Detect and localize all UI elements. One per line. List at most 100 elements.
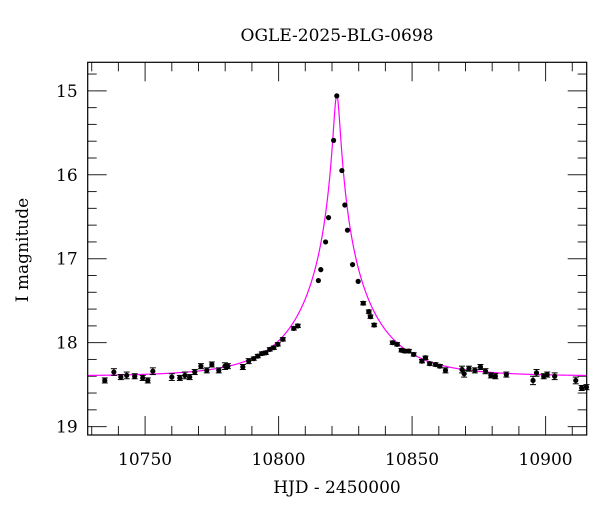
data-point <box>360 300 367 306</box>
data-marker <box>240 364 246 370</box>
data-marker <box>246 358 252 364</box>
data-point <box>245 358 252 365</box>
data-marker <box>322 239 329 245</box>
data-point <box>139 374 146 381</box>
data-point <box>410 351 417 358</box>
data-marker <box>330 137 337 143</box>
x-axis-label: HJD - 2450000 <box>273 478 401 498</box>
data-marker <box>366 309 372 315</box>
data-marker <box>477 364 484 370</box>
data-marker <box>349 261 356 268</box>
data-marker <box>339 167 345 174</box>
model-curve <box>87 94 587 377</box>
data-marker <box>325 214 332 221</box>
data-point <box>330 137 337 143</box>
data-point <box>270 345 277 351</box>
data-point <box>342 202 348 208</box>
data-point <box>149 367 156 376</box>
data-marker <box>334 93 340 99</box>
data-point <box>315 277 321 284</box>
data-point <box>181 371 188 380</box>
data-marker <box>150 368 156 374</box>
data-point <box>477 363 484 371</box>
data-marker <box>192 369 198 375</box>
data-point <box>279 336 286 342</box>
y-tick-label: 17 <box>56 250 78 270</box>
data-marker <box>466 366 472 372</box>
data-marker <box>442 367 449 373</box>
y-tick-label: 18 <box>56 334 78 354</box>
data-point <box>334 93 340 99</box>
data-marker <box>411 351 417 358</box>
plot-frame <box>87 61 588 436</box>
data-marker <box>371 322 377 328</box>
data-point <box>389 340 396 346</box>
y-tick-label: 16 <box>56 166 78 186</box>
data-point <box>176 374 183 381</box>
data-point <box>349 261 356 268</box>
data-marker <box>492 373 498 379</box>
data-marker <box>182 372 188 379</box>
data-marker <box>461 371 467 377</box>
data-point <box>422 355 429 361</box>
data-point <box>239 363 246 371</box>
data-marker <box>124 372 130 379</box>
y-tick-label: 19 <box>56 418 78 438</box>
plot-area <box>87 93 590 392</box>
x-tick-label: 10900 <box>519 450 573 470</box>
data-marker <box>552 373 558 379</box>
data-marker <box>437 363 443 369</box>
data-point <box>487 372 494 379</box>
data-point <box>294 323 301 329</box>
data-marker <box>503 371 509 378</box>
data-point <box>344 227 351 233</box>
x-tick-label: 10800 <box>252 450 306 470</box>
data-marker <box>267 346 273 352</box>
chart-title: OGLE-2025-BLG-0698 <box>241 26 434 46</box>
data-marker <box>530 377 536 384</box>
data-point <box>367 314 374 320</box>
data-marker <box>360 300 366 306</box>
data-point <box>572 376 579 385</box>
data-point <box>168 373 175 381</box>
data-marker <box>318 267 324 273</box>
data-point <box>530 375 537 386</box>
data-point <box>325 214 332 221</box>
data-point <box>503 371 510 378</box>
data-marker <box>579 385 585 391</box>
data-marker <box>102 377 108 384</box>
data-point <box>274 341 281 347</box>
data-point <box>442 367 449 374</box>
data-marker <box>389 340 396 346</box>
x-tick-label: 10750 <box>118 450 172 470</box>
data-point <box>144 377 151 384</box>
data-point <box>322 239 329 245</box>
data-point <box>203 367 210 374</box>
data-point <box>101 377 108 384</box>
data-marker <box>342 202 348 208</box>
tick-labels: 10750 10800 10850 10900 15 16 17 18 19 <box>56 82 573 470</box>
data-point <box>318 267 324 273</box>
data-marker <box>367 314 374 320</box>
data-point <box>365 309 372 315</box>
data-point <box>208 361 215 368</box>
data-point <box>371 322 378 328</box>
data-point <box>123 371 130 380</box>
data-marker <box>427 361 433 367</box>
y-tick-label: 15 <box>56 82 78 102</box>
data-point <box>436 363 443 369</box>
data-point <box>215 367 222 374</box>
data-marker <box>225 363 231 369</box>
data-marker <box>140 375 146 381</box>
data-point <box>186 374 193 381</box>
data-marker <box>275 341 281 347</box>
y-axis-label: I magnitude <box>13 198 33 302</box>
data-point <box>482 368 489 375</box>
data-marker <box>169 374 175 380</box>
axis-ticks <box>87 62 587 435</box>
data-point <box>355 278 361 284</box>
data-marker <box>472 367 478 373</box>
data-point <box>224 363 231 370</box>
data-marker <box>204 367 210 373</box>
